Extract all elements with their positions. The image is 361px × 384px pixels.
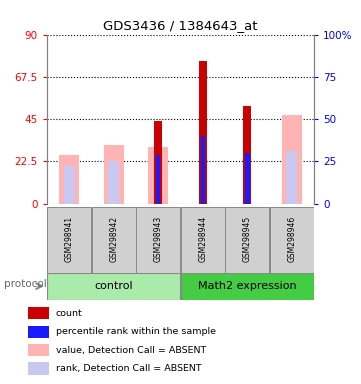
Bar <box>245 153 249 204</box>
Bar <box>136 207 180 273</box>
Bar <box>47 207 91 273</box>
Bar <box>47 273 180 300</box>
Bar <box>28 307 49 319</box>
Bar <box>282 115 302 204</box>
Bar <box>148 147 168 204</box>
Bar <box>28 362 49 375</box>
Bar <box>64 166 75 204</box>
Bar <box>156 154 160 204</box>
Bar <box>181 273 314 300</box>
Text: control: control <box>95 281 133 291</box>
Title: GDS3436 / 1384643_at: GDS3436 / 1384643_at <box>103 19 258 32</box>
Bar <box>108 161 119 204</box>
Text: GSM298946: GSM298946 <box>287 215 296 262</box>
Text: percentile rank within the sample: percentile rank within the sample <box>56 327 216 336</box>
Bar <box>28 344 49 356</box>
Text: count: count <box>56 309 83 318</box>
Text: protocol: protocol <box>4 279 46 289</box>
Bar <box>199 61 207 204</box>
Text: GSM298941: GSM298941 <box>65 216 74 262</box>
Text: value, Detection Call = ABSENT: value, Detection Call = ABSENT <box>56 346 206 355</box>
Text: GSM298943: GSM298943 <box>154 215 163 262</box>
Text: GSM298945: GSM298945 <box>243 215 252 262</box>
Text: rank, Detection Call = ABSENT: rank, Detection Call = ABSENT <box>56 364 201 373</box>
Bar <box>154 121 162 204</box>
Bar <box>104 145 124 204</box>
Bar <box>59 155 79 204</box>
Text: Math2 expression: Math2 expression <box>198 281 297 291</box>
Bar <box>270 207 314 273</box>
Text: GSM298942: GSM298942 <box>109 216 118 262</box>
Bar <box>28 326 49 338</box>
Bar <box>286 151 297 204</box>
Bar <box>92 207 136 273</box>
Bar <box>181 207 225 273</box>
Bar <box>225 207 269 273</box>
Bar <box>201 136 205 204</box>
Text: GSM298944: GSM298944 <box>198 215 207 262</box>
Bar <box>243 106 251 204</box>
